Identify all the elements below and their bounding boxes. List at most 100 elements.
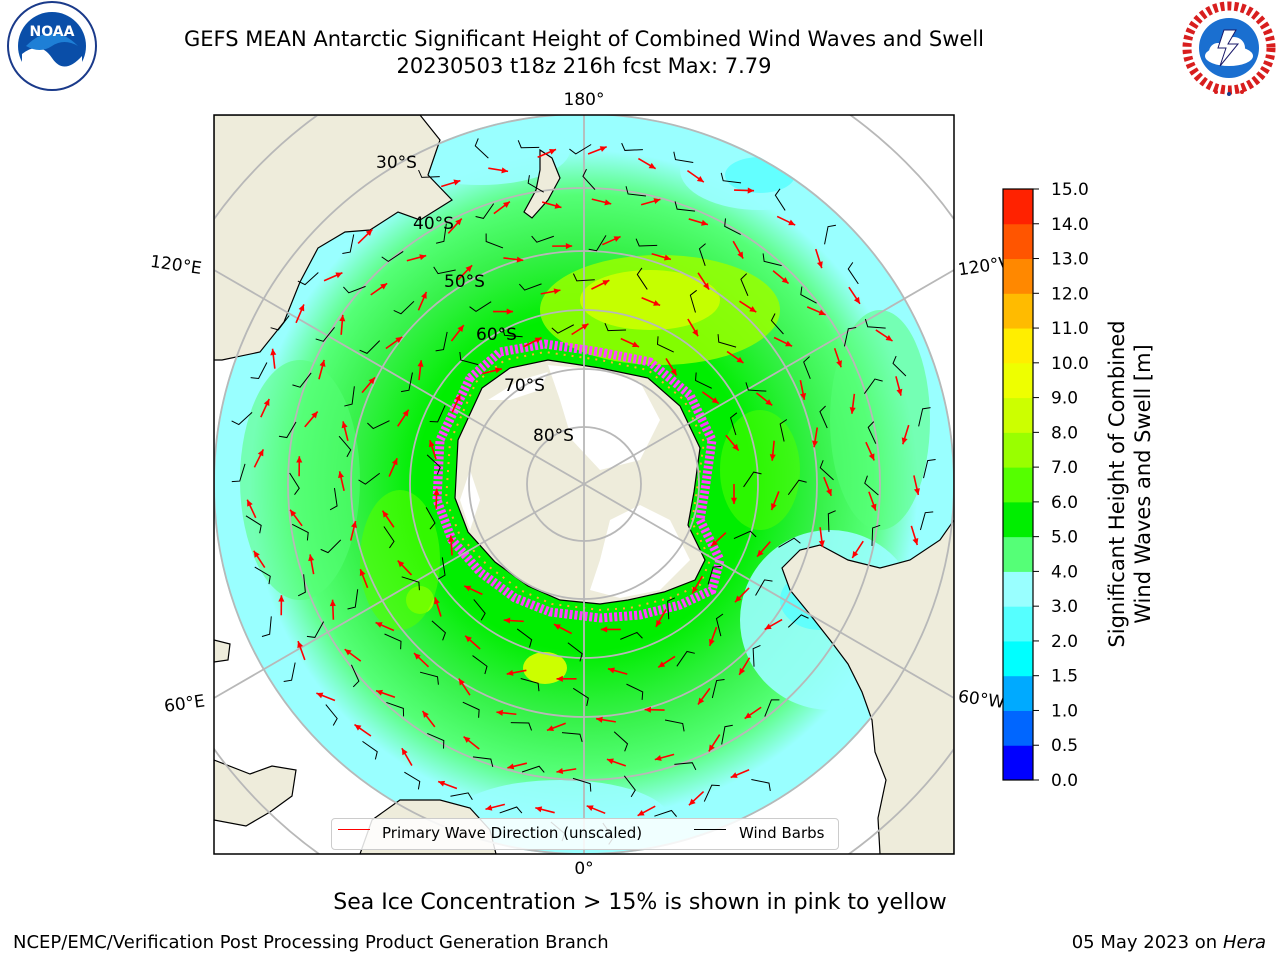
lat-label-80: 80°S [533, 426, 574, 446]
wind-barb [404, 771, 421, 790]
wind-barb [462, 701, 480, 718]
wave-arrow-head [737, 251, 744, 259]
wind-barb [698, 243, 706, 266]
wave-arrow-head [556, 675, 563, 682]
wave-arrow-head [816, 261, 823, 269]
wind-barb [419, 671, 439, 685]
wind-barb [427, 732, 445, 749]
wave-arrow-head [696, 175, 704, 183]
wave-arrow-head [853, 296, 860, 304]
wave-arrow-head [637, 810, 645, 816]
wave-arrow-head [553, 288, 561, 295]
wave-arrow-head [339, 314, 346, 322]
wave-arrow-head [376, 689, 383, 696]
colorbar-tick-label: 5.0 [1051, 528, 1078, 548]
colorbar-label-line2: Wind Waves and Swell [m] [1131, 344, 1155, 624]
wind-barb [320, 539, 342, 554]
wave-direction-arrows [246, 145, 920, 817]
colorbar-block [1003, 571, 1033, 607]
wave-arrow-head [812, 440, 819, 448]
wind-barb [636, 267, 648, 290]
colorbar-block [1003, 328, 1033, 364]
nws-logo [1182, 1, 1276, 96]
wave-arrow-head [263, 399, 270, 407]
wind-barb [231, 411, 253, 426]
wind-barb [800, 286, 817, 304]
wave-arrow-head [503, 617, 511, 624]
wave-arrow-head [297, 641, 304, 649]
wind-barb [306, 621, 325, 638]
wave-arrow-head [501, 167, 509, 174]
wind-barb [667, 597, 676, 620]
wave-arrow-head [735, 595, 742, 603]
wave-arrow-head [613, 236, 621, 242]
colorbar-blocks [1003, 189, 1033, 781]
wind-barb [367, 420, 390, 430]
wave-arrow-head [771, 503, 777, 511]
wind-barb [551, 324, 575, 334]
wave-arrow-head [516, 256, 524, 263]
wind-barb [711, 679, 725, 699]
wave-arrow-head [658, 661, 666, 668]
wave-arrow-head [765, 399, 773, 406]
wave-arrow-head [739, 667, 746, 675]
wind-barb [635, 238, 658, 247]
map-frame [213, 114, 955, 855]
colorbar-block [1003, 501, 1033, 538]
wind-barb [764, 699, 780, 717]
wind-barb [329, 488, 338, 511]
wind-barb [787, 614, 809, 628]
wave-arrow-head [485, 804, 493, 811]
wave-arrow-head [433, 597, 440, 605]
lat-label-30: 30°S [376, 153, 417, 173]
wind-barb [918, 407, 931, 427]
wind-barb [919, 511, 934, 531]
wind-barb [864, 318, 886, 329]
wind-barb [703, 784, 720, 802]
wave-arrow-head [596, 716, 603, 723]
wave-arrow-head [849, 407, 856, 414]
wind-barb [401, 576, 420, 591]
wind-barb [721, 724, 733, 745]
wind-barb [347, 589, 359, 610]
wind-barb [325, 704, 338, 726]
wave-arrow-head [290, 509, 297, 517]
wind-barb [433, 266, 456, 275]
wind-barb [473, 599, 486, 621]
colorbar-block [1003, 710, 1033, 746]
wave-arrow-head [769, 454, 776, 461]
wind-barb [531, 235, 554, 243]
wind-barb [819, 405, 828, 429]
wave-arrow-head [338, 471, 344, 479]
wind-barb [588, 235, 607, 252]
wind-barb [501, 327, 523, 338]
wind-barb [459, 351, 479, 366]
colorbar-tick-label: 1.0 [1051, 701, 1078, 721]
wind-barb [745, 382, 767, 392]
wave-arrow-head [554, 202, 562, 209]
colorbar-block [1003, 223, 1033, 260]
colorbar-tick-label: 7.0 [1051, 458, 1078, 478]
colorbar-tick-label: 6.0 [1051, 493, 1078, 513]
wave-arrow-head [648, 162, 656, 169]
wave-arrow-head [329, 599, 336, 607]
wave-arrow-head [365, 229, 373, 237]
wind-barb [437, 557, 446, 580]
sea-ice-edge [432, 339, 725, 623]
wave-arrow-head [316, 692, 324, 699]
lon-label-60w: 60°W [957, 687, 1006, 713]
wave-arrow-head [632, 341, 640, 348]
wind-barb [729, 412, 738, 436]
wind-barb [867, 421, 877, 444]
wind-barb [779, 419, 788, 442]
wave-arrow-head [421, 291, 427, 299]
wind-barb [362, 740, 378, 760]
wind-barb [740, 273, 749, 297]
wave-arrow-head [414, 653, 421, 660]
wind-barb [743, 471, 762, 488]
wave-arrow-head [253, 550, 260, 558]
wave-arrow-head [247, 499, 253, 507]
wave-arrow-head [382, 510, 389, 518]
wave-arrow-head [298, 304, 305, 312]
